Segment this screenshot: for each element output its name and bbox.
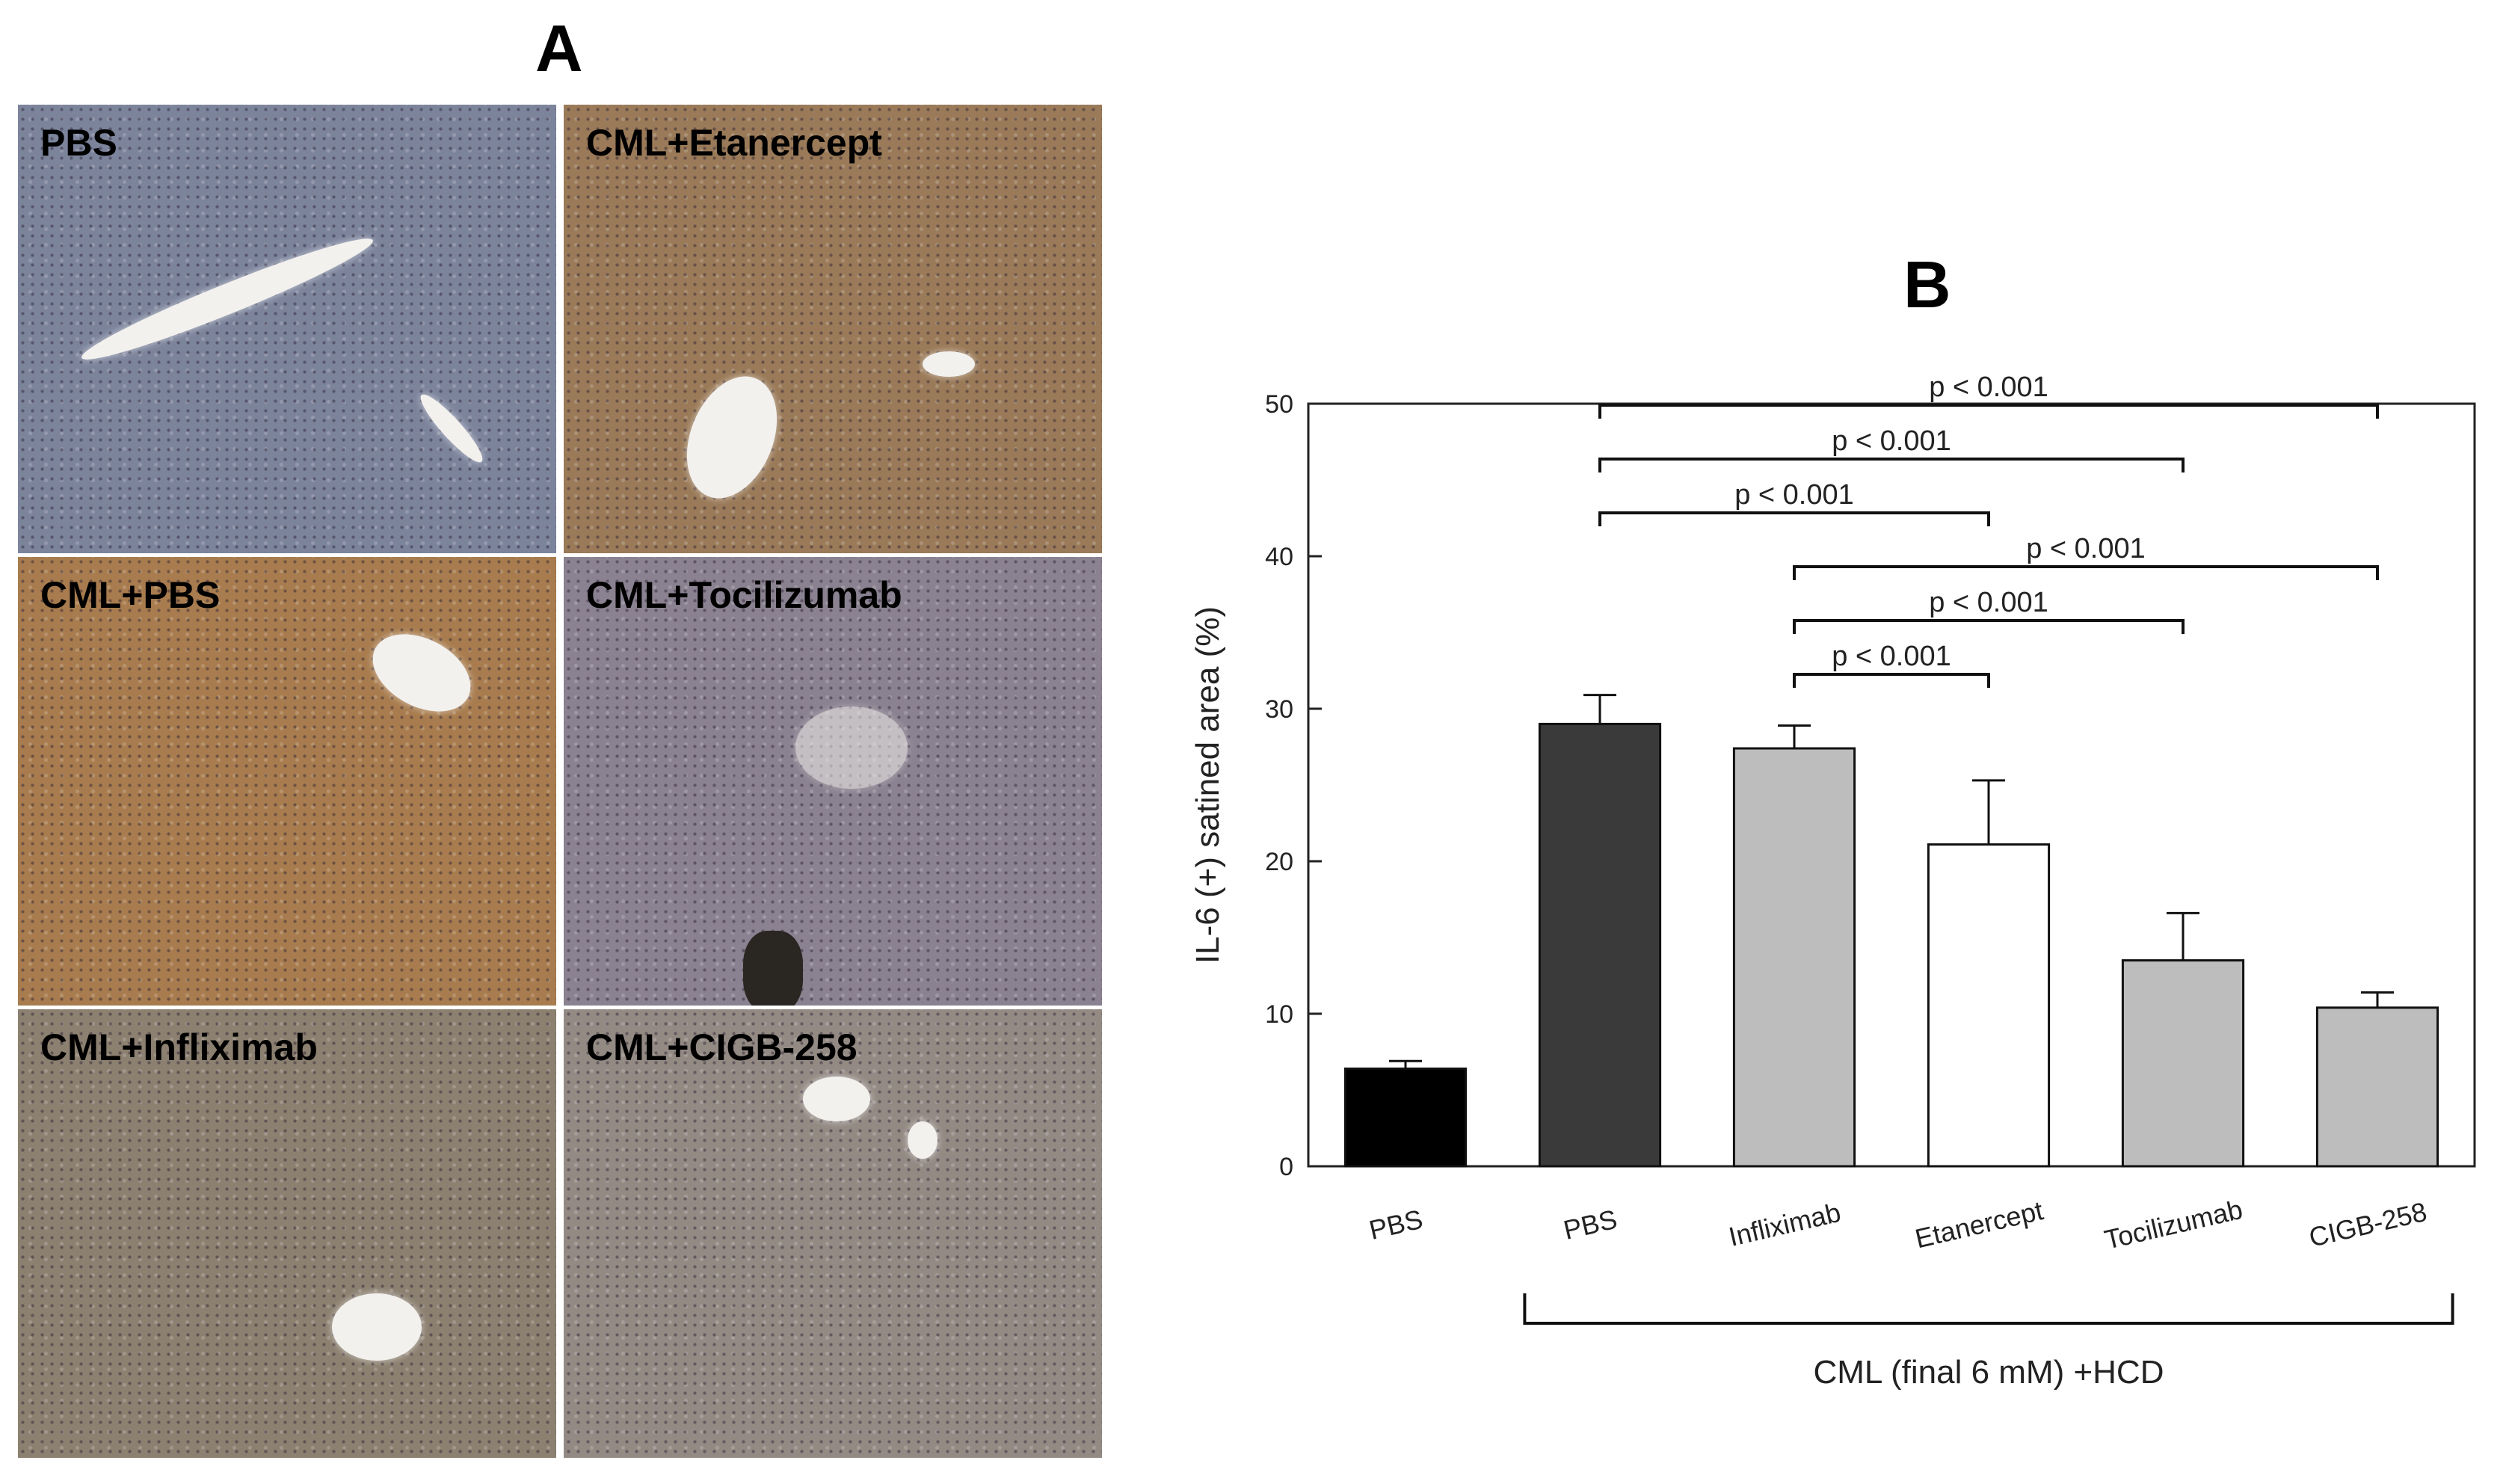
y-tick-label: 50: [1265, 390, 1293, 419]
significance-label: p < 0.001: [2026, 533, 2146, 564]
plot-frame: [1307, 402, 2476, 1168]
x-tick-label: PBS: [1366, 1204, 1425, 1246]
y-tick-label: 10: [1265, 1000, 1293, 1029]
micrograph-cml-infliximab: CML+Infliximab: [18, 1009, 556, 1458]
bar: [1538, 722, 1662, 1168]
x-tick-label: PBS: [1560, 1204, 1619, 1246]
il6-bar-chart: 0 10 20 30 40 50 IL-6 (+) satined area (%) PBS P…: [1189, 372, 2476, 1391]
y-tick-label: 30: [1265, 695, 1293, 724]
significance-label: p < 0.001: [1734, 479, 1854, 511]
micrograph-label: CML+CIGB-258: [586, 1026, 858, 1068]
y-tick-label: 20: [1265, 848, 1293, 876]
micrograph-label: CML+Etanercept: [586, 122, 882, 164]
micrograph-pbs: PBS: [18, 105, 556, 553]
significance-bracket: [1598, 511, 1990, 526]
bar: [2315, 1006, 2439, 1168]
bar: [1732, 747, 1856, 1168]
x-tick-label: Tocilizumab: [2102, 1194, 2245, 1255]
significance-bracket: [1793, 673, 1990, 688]
tissue-debris: [743, 931, 803, 1006]
group-caption: CML (final 6 mM) +HCD: [1814, 1354, 2164, 1391]
significance-bracket: [1793, 565, 2379, 580]
panel-a-letter: A: [535, 11, 583, 85]
bar: [1343, 1067, 1468, 1168]
group-bracket: [1523, 1293, 2454, 1325]
significance-label: p < 0.001: [1929, 372, 2048, 403]
significance-label: p < 0.001: [1929, 587, 2048, 618]
significance-bracket: [1598, 404, 2379, 419]
significance-label: p < 0.001: [1832, 425, 1951, 457]
panel-b-letter: B: [1903, 247, 1951, 321]
x-tick-label: Etanercept: [1912, 1195, 2046, 1254]
significance-bracket: [1793, 619, 2185, 634]
bar: [2121, 959, 2245, 1168]
micrograph-cml-tocilizumab: CML+Tocilizumab: [564, 557, 1102, 1006]
micrograph-cml-pbs: CML+PBS: [18, 557, 556, 1006]
micrograph-label: CML+PBS: [40, 574, 221, 616]
micrograph-cml-cigb-258: CML+CIGB-258: [564, 1009, 1102, 1458]
y-tick-label: 0: [1279, 1153, 1293, 1181]
bar: [1927, 843, 2051, 1168]
y-axis-label: IL-6 (+) satined area (%): [1189, 606, 1226, 964]
x-tick-label: CIGB-258: [2306, 1196, 2430, 1253]
micrograph-grid: PBS CML+Etanercept CML+PBS CML+Tocilizum…: [18, 105, 1102, 1458]
y-tick-label: 40: [1265, 543, 1293, 571]
x-tick-label: Infliximab: [1725, 1197, 1843, 1252]
micrograph-label: PBS: [40, 122, 117, 164]
micrograph-label: CML+Infliximab: [40, 1026, 318, 1068]
micrograph-cml-etanercept: CML+Etanercept: [564, 105, 1102, 553]
micrograph-label: CML+Tocilizumab: [586, 574, 902, 616]
significance-label: p < 0.001: [1832, 641, 1951, 672]
significance-bracket: [1598, 458, 2185, 472]
